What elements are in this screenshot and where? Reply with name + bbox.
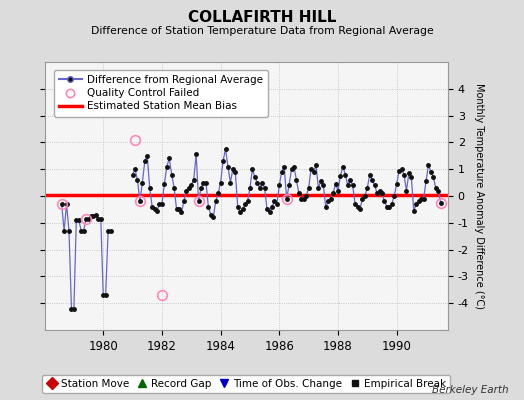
Text: Difference of Station Temperature Data from Regional Average: Difference of Station Temperature Data f… bbox=[91, 26, 433, 36]
Legend: Station Move, Record Gap, Time of Obs. Change, Empirical Break: Station Move, Record Gap, Time of Obs. C… bbox=[42, 375, 451, 393]
Text: COLLAFIRTH HILL: COLLAFIRTH HILL bbox=[188, 10, 336, 25]
Text: Berkeley Earth: Berkeley Earth bbox=[432, 385, 508, 395]
Y-axis label: Monthly Temperature Anomaly Difference (°C): Monthly Temperature Anomaly Difference (… bbox=[474, 83, 484, 309]
